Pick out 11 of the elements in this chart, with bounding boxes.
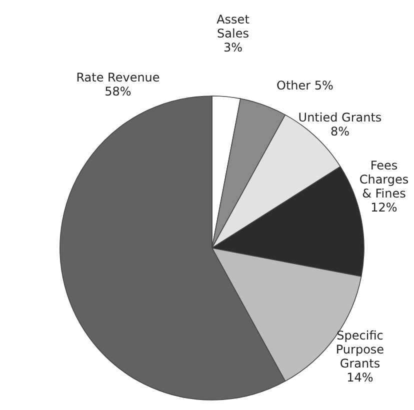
data-label: 12% — [370, 200, 398, 215]
slice-label: Asset Sales — [216, 12, 250, 41]
slice-label: Rate Revenue — [76, 70, 160, 85]
data-label: 14% — [346, 370, 374, 385]
data-label: 3% — [223, 40, 243, 55]
slice-label: Specific Purpose Grants — [336, 328, 384, 371]
slice-label: Fees Charges & Fines — [359, 158, 409, 201]
data-label: 58% — [104, 84, 132, 99]
data-label: 8% — [330, 124, 350, 139]
slice-label: Other 5% — [276, 78, 334, 93]
slice-label: Untied Grants — [298, 110, 382, 125]
